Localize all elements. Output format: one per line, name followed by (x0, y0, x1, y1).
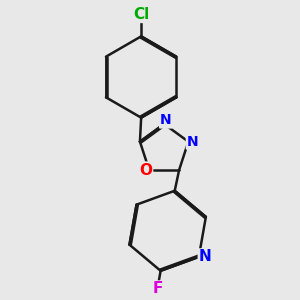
Text: N: N (160, 113, 172, 128)
Text: N: N (199, 249, 211, 264)
Text: Cl: Cl (133, 7, 149, 22)
Text: N: N (187, 135, 198, 148)
Text: F: F (153, 281, 163, 296)
Text: O: O (139, 163, 152, 178)
